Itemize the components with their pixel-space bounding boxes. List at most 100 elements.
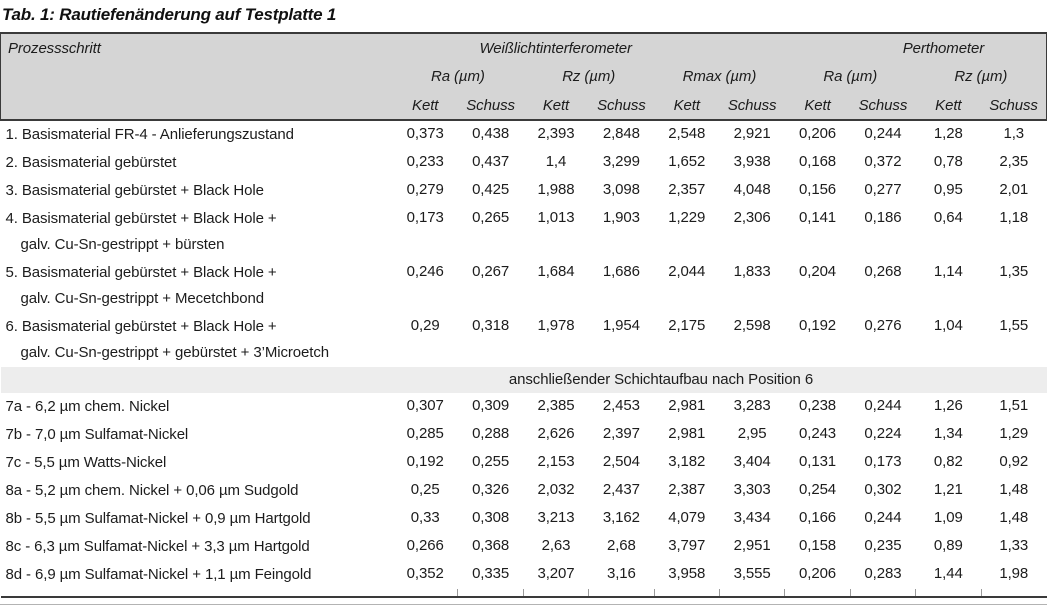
cell-value: 1,686 [602, 263, 640, 280]
row-label: 7a - 6,2 µm chem. Nickel [1, 393, 393, 421]
cell-value: 0,302 [864, 481, 902, 498]
row-label: 6. Basismaterial gebürstet + Black Hole … [1, 313, 393, 367]
bottom-rule-cell [980, 589, 1047, 598]
cell-value: 2,387 [668, 481, 706, 498]
cell-value: 1,21 [933, 481, 963, 498]
metric-header-wli-ra: Ra (µm) [392, 62, 524, 91]
cell-value: 0,277 [864, 181, 902, 198]
cell-value: 1,09 [933, 509, 963, 526]
table-row: 7b - 7,0 µm Sulfamat-Nickel 0,285 0,288 2,6… [1, 421, 1047, 449]
table-row: 3. Basismaterial gebürstet + Black Hole 0… [1, 177, 1047, 205]
bottom-rule-cell [588, 589, 655, 598]
cell-value: 1,33 [999, 537, 1029, 554]
table-row: 5. Basismaterial gebürstet + Black Hole … [1, 259, 1047, 313]
direction-header-schuss: Schuss [457, 91, 524, 121]
cell-value: 0,173 [864, 453, 902, 470]
cell-value: 2,032 [537, 481, 575, 498]
cell-value: 1,98 [999, 565, 1029, 582]
cell-value: 2,393 [537, 125, 575, 142]
table-row: 7c - 5,5 µm Watts-Nickel 0,192 0,255 2,153 2… [1, 449, 1047, 477]
row-label: 1. Basismaterial FR-4 - Anlieferungszust… [1, 120, 393, 149]
cell-value: 2,01 [999, 181, 1029, 198]
cell-value: 3,182 [668, 453, 706, 470]
direction-header-kett: Kett [784, 91, 851, 121]
bottom-rule-cell [653, 589, 720, 598]
table-row: 7a - 6,2 µm chem. Nickel 0,307 0,309 2,385 2… [1, 393, 1047, 421]
cell-value: 1,954 [602, 317, 640, 334]
direction-header-kett: Kett [915, 91, 982, 121]
cell-value: 2,626 [537, 425, 575, 442]
direction-header-kett: Kett [392, 91, 458, 121]
direction-header-kett: Kett [523, 91, 589, 121]
bottom-rule-cell [392, 589, 458, 598]
cell-value: 0,425 [472, 181, 510, 198]
cell-value: 0,285 [406, 425, 444, 442]
direction-header-schuss: Schuss [850, 91, 916, 121]
cell-value: 2,175 [668, 317, 706, 334]
table-caption: Tab. 1: Rautiefenänderung auf Testplatte… [2, 5, 337, 24]
cell-value: 0,318 [472, 317, 510, 334]
row-label-line: galv. Cu-Sn-gestrippt + Mecetchbond [20, 290, 265, 307]
cell-value: 0,89 [933, 537, 963, 554]
cell-value: 0,25 [410, 481, 440, 498]
row-label: 8d - 6,9 µm Sulfamat-Nickel + 1,1 µm Fei… [1, 561, 393, 589]
group-header-weisslichtinterferometer: Weißlichtinterferometer [392, 33, 785, 62]
cell-value: 1,48 [999, 509, 1029, 526]
row-label: 8c - 6,3 µm Sulfamat-Nickel + 3,3 µm Har… [1, 533, 393, 561]
cell-value: 3,213 [537, 509, 575, 526]
cell-value: 1,013 [537, 209, 575, 226]
bottom-rule-cell [522, 589, 589, 598]
cell-value: 3,404 [733, 453, 771, 470]
row-label-line: galv. Cu-Sn-gestrippt + gebürstet + 3’Mi… [20, 344, 330, 361]
cell-value: 0,131 [799, 453, 837, 470]
cell-value: 0,206 [799, 125, 837, 142]
metric-header-perth-ra: Ra (µm) [784, 62, 916, 91]
row-label-line: 7c - 5,5 µm Watts-Nickel [5, 454, 167, 471]
cell-value: 0,224 [864, 425, 902, 442]
cell-value: 1,51 [999, 397, 1029, 414]
cell-value: 0,204 [799, 263, 837, 280]
cell-value: 1,44 [933, 565, 963, 582]
cell-value: 1,48 [999, 481, 1029, 498]
cell-value: 0,206 [799, 565, 837, 582]
cell-value: 1,14 [933, 263, 963, 280]
cell-value: 1,229 [668, 209, 706, 226]
cell-value: 2,35 [999, 153, 1029, 170]
row-label-line: galv. Cu-Sn-gestrippt + bürsten [20, 236, 225, 253]
cell-value: 1,18 [999, 209, 1029, 226]
row-label: 3. Basismaterial gebürstet + Black Hole [1, 177, 393, 205]
cell-value: 1,35 [999, 263, 1029, 280]
direction-header-schuss: Schuss [719, 91, 785, 121]
cell-value: 0,255 [472, 453, 510, 470]
group-header-perthometer: Perthometer [784, 33, 1047, 62]
row-label-line: 7a - 6,2 µm chem. Nickel [5, 398, 170, 415]
cell-value: 1,34 [933, 425, 963, 442]
cell-value: 0,279 [406, 181, 444, 198]
cell-value: 1,652 [668, 153, 706, 170]
direction-header-schuss: Schuss [588, 91, 655, 121]
cell-value: 0,233 [406, 153, 444, 170]
cell-value: 2,044 [668, 263, 706, 280]
cell-value: 2,397 [602, 425, 640, 442]
cell-value: 3,958 [668, 565, 706, 582]
section-divider-row: anschließender Schichtaufbau nach Positi… [0, 367, 1047, 393]
cell-value: 0,352 [406, 565, 444, 582]
cell-value: 2,357 [668, 181, 706, 198]
row-label-line: 3. Basismaterial gebürstet + Black Hole [5, 182, 264, 199]
cell-value: 1,978 [537, 317, 575, 334]
cell-value: 0,244 [864, 125, 902, 142]
cell-value: 1,988 [537, 181, 575, 198]
cell-value: 1,4 [545, 153, 567, 170]
column-header-process-step: Prozessschritt [0, 33, 393, 121]
cell-value: 0,288 [472, 425, 510, 442]
row-label-line: 8c - 6,3 µm Sulfamat-Nickel + 3,3 µm Har… [5, 538, 310, 555]
table-row: 8d - 6,9 µm Sulfamat-Nickel + 1,1 µm Fei… [1, 561, 1047, 589]
cell-value: 3,162 [602, 509, 640, 526]
cell-value: 3,283 [733, 397, 771, 414]
cell-value: 0,29 [410, 317, 440, 334]
cell-value: 3,434 [733, 509, 771, 526]
cell-value: 2,437 [602, 481, 640, 498]
cell-value: 2,95 [737, 425, 767, 442]
cell-value: 1,684 [537, 263, 575, 280]
bottom-rule-cell [718, 589, 785, 598]
